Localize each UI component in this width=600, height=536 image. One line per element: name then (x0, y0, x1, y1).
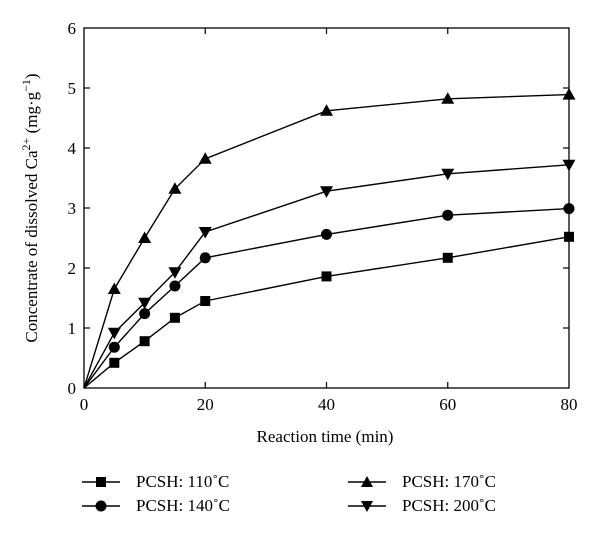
series-triangle-down (83, 159, 576, 389)
data-point-triangle-up (168, 182, 182, 194)
series-triangle-up (83, 88, 576, 389)
data-point-triangle-down (168, 267, 182, 279)
data-point-circle (169, 280, 181, 292)
series-line-square (83, 236, 570, 389)
data-point-triangle-up (320, 104, 333, 116)
data-point-triangle-up (198, 152, 212, 164)
x-tick-label: 20 (197, 395, 214, 414)
data-point-triangle-up (107, 282, 121, 294)
data-point-circle (321, 228, 332, 240)
y-axis-label-superscript: 2+ (19, 137, 33, 150)
data-point-square (109, 357, 120, 368)
data-point-triangle-down (107, 327, 121, 340)
data-point-circle (139, 308, 151, 320)
series-circle (83, 203, 575, 389)
y-tick-label: 1 (68, 319, 77, 338)
data-point-square (169, 312, 180, 323)
x-tick-label: 0 (80, 395, 89, 414)
axes (83, 27, 570, 389)
y-tick-label: 5 (68, 79, 77, 98)
y-tick-label: 4 (68, 139, 77, 158)
y-tick-label: 2 (68, 259, 77, 278)
data-point-triangle-down (198, 227, 212, 239)
y-tick-label: 6 (68, 19, 77, 38)
data-point-circle (563, 203, 575, 215)
data-point-square (564, 231, 574, 242)
series-square (83, 231, 574, 389)
data-point-circle (199, 252, 211, 264)
data-point-circle (442, 209, 454, 221)
data-point-triangle-up (441, 92, 455, 104)
data-point-triangle-down (138, 297, 152, 310)
x-axis-label: Reaction time (min) (257, 427, 394, 446)
data-point-triangle-down (562, 159, 576, 172)
x-tick-label: 40 (318, 395, 335, 414)
data-point-square (200, 296, 211, 306)
y-axis-label-unit-open: (mg·g (22, 91, 41, 137)
y-tick-label: 3 (68, 199, 77, 218)
data-point-triangle-down (441, 168, 455, 181)
series-line-circle (83, 207, 570, 389)
y-axis-label: Concentrate of dissolved Ca2+ (mg·g−1) (19, 73, 41, 342)
y-axis-label-unit-superscript: −1 (19, 79, 33, 92)
y-tick-label: 0 (68, 379, 77, 398)
data-point-square (139, 336, 150, 347)
y-axis-label-main: Concentrate of dissolved Ca (22, 150, 41, 343)
series-layer (83, 88, 576, 389)
y-axis-label-unit-close: ) (22, 73, 41, 79)
data-point-square (442, 252, 453, 263)
series-line-triangle-up (83, 93, 570, 389)
data-point-square (321, 271, 332, 282)
data-point-triangle-down (320, 186, 333, 198)
data-point-circle (108, 341, 120, 353)
x-tick-label: 60 (439, 395, 456, 414)
data-point-triangle-up (138, 231, 152, 243)
x-tick-label: 80 (561, 395, 578, 414)
data-point-triangle-up (562, 88, 576, 100)
plot-frame (83, 27, 570, 389)
